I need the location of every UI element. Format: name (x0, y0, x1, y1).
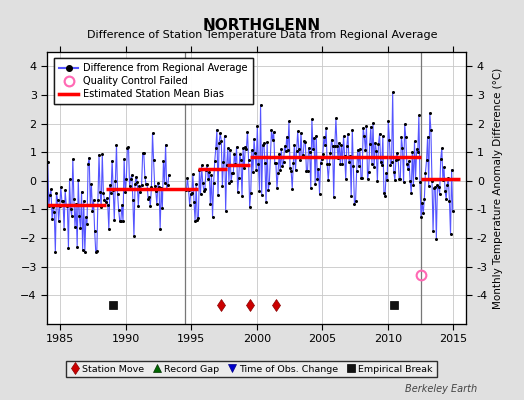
Text: NORTHGLENN: NORTHGLENN (203, 18, 321, 33)
Legend: Station Move, Record Gap, Time of Obs. Change, Empirical Break: Station Move, Record Gap, Time of Obs. C… (67, 361, 436, 377)
Text: Berkeley Earth: Berkeley Earth (405, 384, 477, 394)
Y-axis label: Monthly Temperature Anomaly Difference (°C): Monthly Temperature Anomaly Difference (… (494, 67, 504, 309)
Legend: Difference from Regional Average, Quality Control Failed, Estimated Station Mean: Difference from Regional Average, Qualit… (54, 58, 253, 104)
Text: Difference of Station Temperature Data from Regional Average: Difference of Station Temperature Data f… (87, 30, 437, 40)
